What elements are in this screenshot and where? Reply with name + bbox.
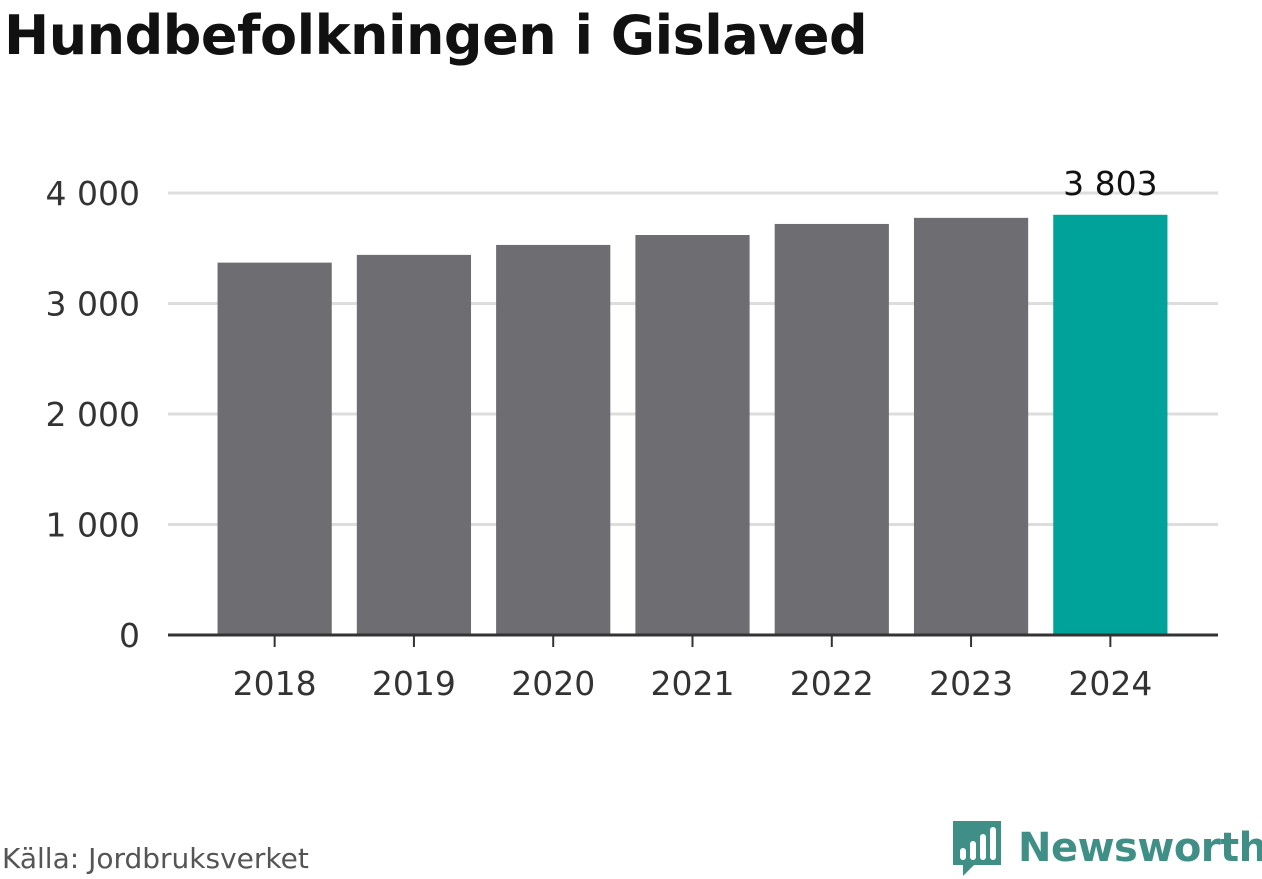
bar-2019 [356, 254, 472, 635]
bar-2018 [217, 262, 332, 635]
x-tick-label: 2022 [790, 664, 874, 703]
bar-chart-speech-icon [953, 821, 1001, 876]
source-note: Källa: Jordbruksverket [2, 842, 309, 875]
x-tick-label: 2024 [1068, 664, 1152, 703]
brand-logo: Newsworthy [950, 818, 1262, 878]
x-tick-label: 2019 [372, 664, 456, 703]
bar-2023 [913, 217, 1029, 636]
y-tick-label: 3 000 [46, 285, 140, 324]
bar-2021 [635, 234, 750, 636]
bars [217, 214, 1168, 636]
brand-name: Newsworthy [1018, 825, 1262, 871]
x-tick-label: 2021 [651, 664, 735, 703]
y-tick-label: 2 000 [46, 395, 140, 434]
bar-2020 [496, 244, 611, 635]
x-tick-label: 2018 [233, 664, 317, 703]
x-tick-label: 2023 [929, 664, 1013, 703]
bar-2022 [774, 223, 889, 635]
data-label: 3 803 [1063, 164, 1157, 203]
data-labels: 3 803 [1063, 164, 1157, 203]
chart-title: Hundbefolkningen i Gislaved [4, 4, 868, 67]
bar-2024 [1053, 214, 1168, 635]
x-tick-label: 2020 [511, 664, 595, 703]
y-axis-tick-labels: 0 1 000 2 000 3 000 4 000 [46, 174, 140, 655]
y-tick-label: 1 000 [46, 506, 140, 545]
y-tick-label: 0 [119, 616, 140, 655]
y-tick-label: 4 000 [46, 174, 140, 213]
x-axis-ticks: 2018 2019 2020 2021 2022 2023 2024 [233, 635, 1152, 703]
